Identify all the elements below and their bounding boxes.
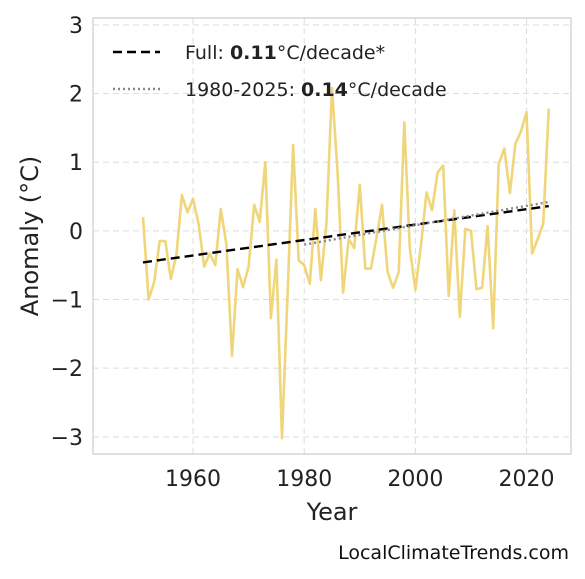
x-tick-label: 2000 (387, 467, 443, 492)
x-tick-labels: 1960 1980 2000 2020 (165, 467, 554, 492)
grid (93, 18, 571, 454)
legend-label-suffix: °C/decade* (277, 42, 385, 64)
x-tick-label: 1960 (165, 467, 221, 492)
y-tick-label: −3 (51, 426, 83, 451)
anomaly-series-line (141, 86, 551, 440)
legend-label-value: 0.14 (301, 79, 348, 101)
full-trend-line (142, 204, 549, 264)
x-tick-label: 1980 (276, 467, 332, 492)
credit-text: LocalClimateTrends.com (338, 542, 569, 564)
legend-label: 1980-2025: 0.14°C/decade (185, 79, 447, 101)
legend-label-prefix: Full: (185, 42, 230, 64)
y-tick-label: 3 (69, 14, 83, 39)
legend-label-prefix: 1980-2025: (185, 79, 301, 101)
y-tick-label: 2 (69, 83, 83, 108)
y-axis-title: Anomaly (°C) (16, 156, 44, 316)
y-tick-label: −2 (51, 357, 83, 382)
x-axis-title: Year (306, 498, 358, 526)
legend-label-suffix: °C/decade (348, 79, 447, 101)
series-layer (141, 86, 551, 440)
legend-label-value: 0.11 (230, 42, 277, 64)
recent-trend-line (303, 200, 550, 246)
x-tick-label: 2020 (499, 467, 555, 492)
y-tick-label: −1 (51, 289, 83, 314)
legend: Full: 0.11°C/decade*1980-2025: 0.14°C/de… (113, 42, 447, 101)
legend-label: Full: 0.11°C/decade* (185, 42, 385, 64)
y-tick-label: 0 (69, 220, 83, 245)
plot-frame (92, 17, 572, 455)
y-tick-label: 1 (69, 151, 83, 176)
y-tick-labels: −3 −2 −1 0 1 2 3 (51, 14, 83, 451)
